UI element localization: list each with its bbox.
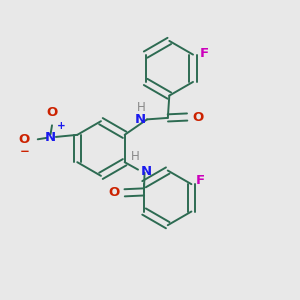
Text: N: N — [134, 113, 146, 126]
Text: F: F — [196, 174, 205, 187]
Text: O: O — [192, 110, 203, 124]
Text: O: O — [108, 186, 119, 199]
Text: N: N — [141, 165, 152, 178]
Text: H: H — [131, 150, 140, 163]
Text: O: O — [46, 106, 58, 119]
Text: N: N — [45, 131, 56, 144]
Text: −: − — [20, 145, 30, 158]
Text: O: O — [19, 133, 30, 146]
Text: H: H — [137, 101, 146, 114]
Text: +: + — [56, 121, 65, 131]
Text: F: F — [200, 46, 209, 60]
